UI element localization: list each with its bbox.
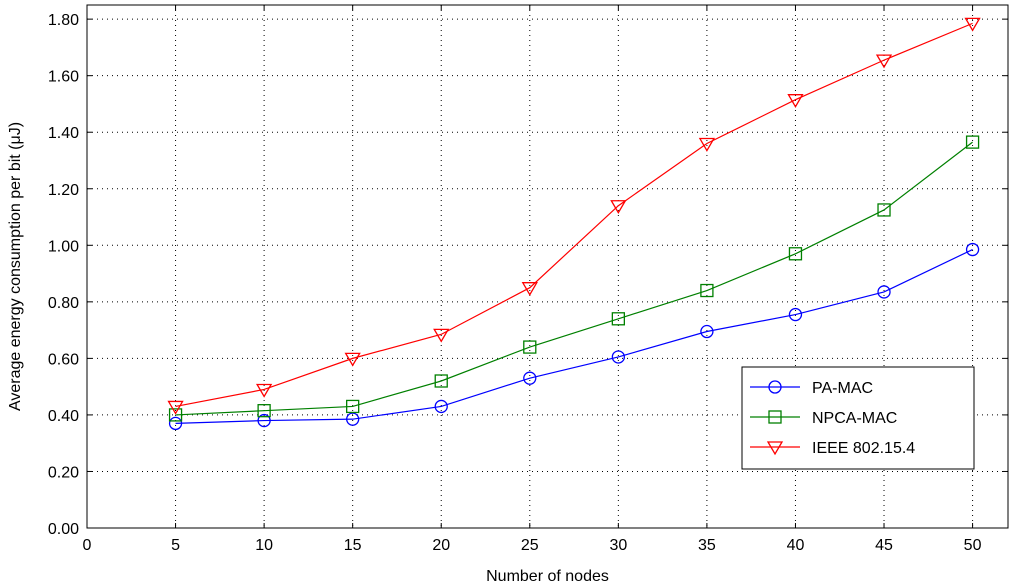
x-tick-label: 15 (344, 537, 362, 554)
y-tick-label: 0.40 (48, 408, 79, 425)
legend-item: PA-MAC (750, 380, 873, 397)
legend-item: IEEE 802.15.4 (750, 440, 915, 457)
y-tick-label: 0.00 (48, 521, 79, 538)
data-point (523, 340, 537, 354)
data-point (875, 54, 893, 69)
x-tick-label: 0 (83, 537, 92, 554)
data-point (610, 200, 627, 215)
data-point (964, 17, 981, 32)
x-tick-label: 20 (432, 537, 450, 554)
series-layer (167, 17, 981, 431)
data-point (523, 371, 537, 385)
data-point (346, 399, 360, 414)
legend-label: IEEE 802.15.4 (812, 440, 915, 457)
legend: PA-MAC NPCA-MAC IEEE 802.15.4 (741, 366, 975, 470)
legend-item: NPCA-MAC (750, 410, 897, 427)
data-point (611, 312, 625, 326)
y-tick-label: 0.80 (48, 295, 79, 312)
series-2 (167, 17, 981, 415)
x-tick-label: 45 (875, 537, 893, 554)
data-point (168, 408, 183, 422)
series-line (175, 141, 973, 416)
legend-marker (766, 441, 784, 456)
series-0 (168, 242, 980, 431)
data-point (787, 94, 804, 108)
data-point (611, 350, 625, 364)
data-point (344, 352, 361, 367)
data-point (346, 412, 360, 426)
data-point (700, 324, 714, 339)
legend-marker (768, 410, 782, 424)
y-tick-label: 1.80 (48, 12, 79, 29)
series-line (175, 22, 973, 408)
data-point (877, 285, 891, 299)
y-tick-label: 1.40 (48, 125, 79, 142)
y-tick-label: 0.60 (48, 351, 79, 368)
data-point (788, 247, 803, 261)
data-point (167, 400, 184, 415)
x-tick-label: 40 (787, 537, 805, 554)
legend-label: NPCA-MAC (812, 410, 897, 427)
data-point (700, 283, 714, 298)
legend-marker (768, 380, 782, 394)
x-tick-label: 30 (609, 537, 627, 554)
y-tick-label: 1.20 (48, 182, 79, 199)
plot-frame (86, 4, 1009, 529)
x-tick-label: 5 (171, 537, 180, 554)
data-point (168, 416, 183, 431)
data-point (434, 399, 448, 414)
data-point (698, 137, 716, 152)
x-axis-title: Number of nodes (486, 568, 609, 585)
y-axis: 0.00 0.20 0.40 0.60 0.80 1.00 1.20 1.40 1.60 1.80 (48, 12, 1008, 538)
x-tick-label: 25 (521, 537, 539, 554)
y-tick-label: 0.20 (48, 464, 79, 481)
series-line (175, 248, 973, 424)
data-point (521, 282, 538, 296)
data-point (433, 328, 450, 343)
y-tick-label: 1.60 (48, 69, 79, 86)
x-tick-label: 50 (964, 537, 982, 554)
data-point (257, 404, 271, 418)
data-point (257, 413, 271, 428)
y-axis-title: Average energy consumption per bit (μJ) (7, 122, 24, 411)
data-point (788, 307, 803, 322)
legend-label: PA-MAC (812, 380, 873, 397)
y-tick-label: 1.00 (48, 238, 79, 255)
series-1 (168, 135, 980, 422)
data-point (877, 203, 891, 217)
x-axis: 0 5 10 15 20 25 30 35 40 45 50 (83, 5, 982, 554)
x-tick-label: 10 (255, 537, 273, 554)
x-tick-label: 35 (698, 537, 716, 554)
data-point (965, 135, 980, 149)
data-point (965, 242, 980, 257)
data-point (255, 383, 273, 398)
data-point (434, 374, 448, 388)
